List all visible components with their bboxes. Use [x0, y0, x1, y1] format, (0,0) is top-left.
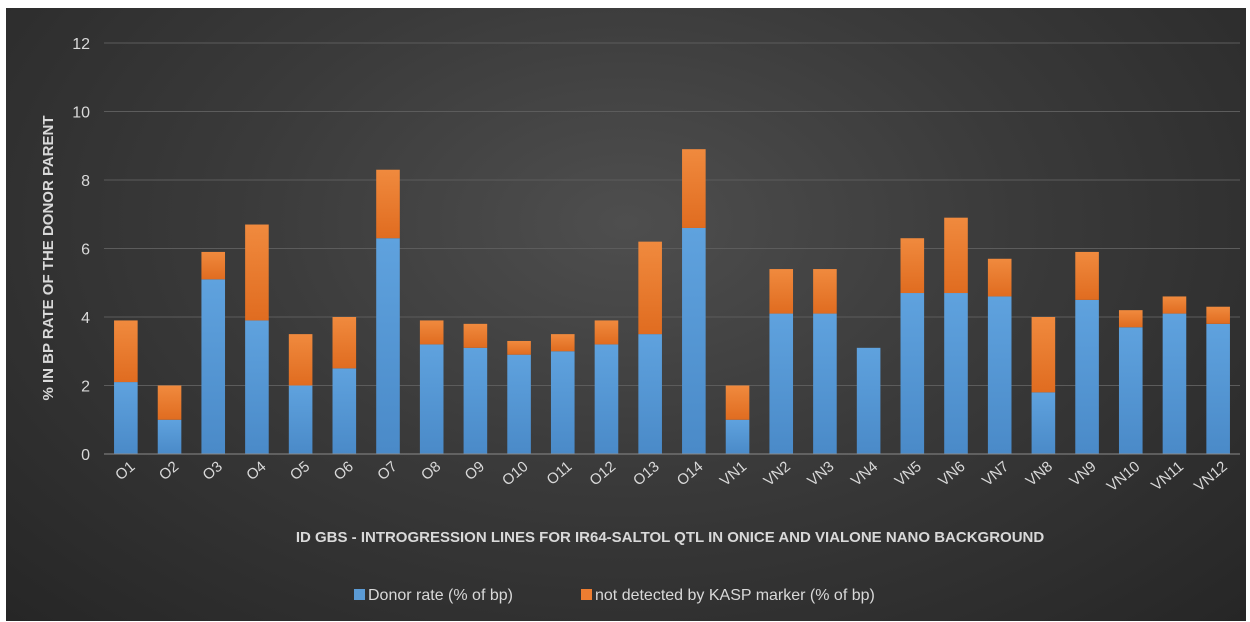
chart-area: 0 2 4 6 8 10 12 O1 O2 O3 O4 O5 O6 O7 O8 O9 O10 O11 O12 O13… — [6, 8, 1246, 621]
bar-O14-donor-rate — [682, 227, 706, 454]
bar-O7-not-detected — [376, 169, 400, 239]
bar-VN4-donor-rate — [856, 347, 881, 454]
x-tick-label-VN9: VN9 — [1066, 458, 1099, 490]
x-axis-ticks: O1 O2 O3 O4 O5 O6 O7 O8 O9 O10 O11 O12 O13 O14 VN1 VN2 V… — [112, 458, 1231, 495]
bar-VN7-not-detected — [987, 258, 1012, 297]
legend-swatch-donor-rate — [354, 589, 365, 600]
y-tick-label-12: 12 — [72, 36, 90, 53]
bar-VN6-not-detected — [944, 217, 968, 294]
bar-O2-donor-rate — [157, 419, 182, 454]
bar-O10-donor-rate — [507, 354, 531, 454]
y-tick-label-10: 10 — [72, 105, 90, 122]
bars — [114, 149, 1230, 454]
bar-VN5-not-detected — [900, 238, 925, 294]
y-tick-label-2: 2 — [81, 379, 90, 396]
y-tick-label-4: 4 — [81, 310, 90, 327]
x-tick-label-O9: O9 — [462, 458, 488, 484]
bar-VN11-not-detected — [1162, 296, 1187, 314]
bar-O3-not-detected — [201, 251, 226, 280]
x-tick-label-O14: O14 — [674, 458, 707, 489]
bar-VN2-not-detected — [769, 269, 794, 314]
x-tick-label-O3: O3 — [200, 458, 226, 484]
bar-O9-donor-rate — [463, 347, 488, 454]
legend: Donor rate (% of bp) not detected by KAS… — [354, 587, 875, 604]
bar-O13-not-detected — [638, 241, 662, 335]
y-tick-label-6: 6 — [81, 242, 90, 259]
stacked-bar-chart: 0 2 4 6 8 10 12 O1 O2 O3 O4 O5 O6 O7 O8 O9 O10 O11 O12 O13… — [40, 36, 1240, 604]
y-axis-title: % IN BP RATE OF THE DONOR PARENT — [40, 115, 57, 400]
y-tick-label-8: 8 — [81, 173, 90, 190]
bar-VN8-not-detected — [1031, 317, 1056, 393]
bar-O1-not-detected — [114, 320, 138, 383]
x-tick-label-VN5: VN5 — [892, 458, 925, 490]
x-tick-label-O4: O4 — [243, 458, 269, 484]
bar-VN1-donor-rate — [725, 419, 750, 454]
bar-O5-donor-rate — [288, 385, 313, 454]
x-tick-label-VN7: VN7 — [979, 458, 1012, 490]
x-tick-label-VN12: VN12 — [1191, 458, 1231, 495]
bar-VN1-not-detected — [725, 385, 750, 420]
bar-VN7-donor-rate — [987, 296, 1012, 454]
x-tick-label-O13: O13 — [630, 458, 663, 489]
bar-VN11-donor-rate — [1162, 313, 1187, 454]
bar-O4-not-detected — [245, 224, 269, 321]
bar-VN6-donor-rate — [944, 293, 968, 454]
x-tick-label-VN3: VN3 — [804, 458, 837, 490]
bar-O9-not-detected — [463, 323, 488, 348]
bar-VN12-not-detected — [1206, 306, 1230, 324]
x-tick-label-O5: O5 — [287, 458, 313, 484]
x-tick-label-VN11: VN11 — [1148, 458, 1187, 494]
x-tick-label-O7: O7 — [374, 458, 400, 484]
bar-VN2-donor-rate — [769, 313, 794, 454]
bar-VN9-donor-rate — [1075, 299, 1099, 454]
bar-O8-donor-rate — [419, 344, 444, 454]
x-axis-title: ID GBS - INTROGRESSION LINES FOR IR64-SA… — [296, 529, 1045, 546]
x-tick-label-O6: O6 — [331, 458, 357, 484]
x-tick-label-VN8: VN8 — [1023, 458, 1056, 490]
x-tick-label-VN1: VN1 — [717, 458, 750, 490]
x-tick-label-O1: O1 — [112, 458, 138, 484]
bar-O2-not-detected — [157, 385, 182, 420]
bar-O6-not-detected — [332, 317, 357, 369]
y-axis-ticks: 0 2 4 6 8 10 12 — [72, 36, 90, 464]
x-tick-label-VN2: VN2 — [761, 458, 794, 490]
bar-O14-not-detected — [682, 149, 706, 228]
legend-label-donor-rate: Donor rate (% of bp) — [368, 587, 513, 604]
legend-label-not-detected: not detected by KASP marker (% of bp) — [595, 587, 875, 604]
bar-VN10-not-detected — [1118, 310, 1143, 328]
bar-O10-not-detected — [507, 340, 531, 355]
bar-O8-not-detected — [419, 320, 444, 345]
bar-O3-donor-rate — [201, 279, 226, 454]
x-tick-label-VN10: VN10 — [1104, 458, 1144, 495]
legend-swatch-not-detected — [581, 589, 592, 600]
x-tick-label-VN4: VN4 — [848, 458, 881, 490]
bar-O6-donor-rate — [332, 368, 357, 454]
bar-VN5-donor-rate — [900, 293, 925, 454]
bar-VN9-not-detected — [1075, 251, 1099, 300]
x-tick-label-VN6: VN6 — [935, 458, 968, 490]
x-tick-label-O8: O8 — [418, 458, 444, 484]
bar-VN8-donor-rate — [1031, 392, 1056, 454]
bar-O12-not-detected — [594, 320, 619, 345]
bar-O1-donor-rate — [114, 382, 138, 454]
x-tick-label-O11: O11 — [544, 458, 576, 489]
gridlines — [104, 42, 1240, 386]
x-tick-label-O2: O2 — [156, 458, 182, 484]
x-tick-label-O10: O10 — [499, 458, 532, 489]
bar-O12-donor-rate — [594, 344, 619, 454]
bar-VN3-not-detected — [813, 269, 837, 314]
bar-O11-not-detected — [550, 334, 575, 352]
bar-O13-donor-rate — [638, 334, 662, 454]
bar-O11-donor-rate — [550, 351, 575, 454]
x-tick-label-O12: O12 — [586, 458, 619, 489]
bar-VN10-donor-rate — [1118, 327, 1143, 454]
bar-O7-donor-rate — [376, 238, 400, 454]
bar-VN3-donor-rate — [813, 313, 837, 454]
bar-O4-donor-rate — [245, 320, 269, 454]
bar-O5-not-detected — [288, 334, 313, 386]
bar-VN12-donor-rate — [1206, 323, 1230, 454]
y-tick-label-0: 0 — [81, 447, 90, 464]
